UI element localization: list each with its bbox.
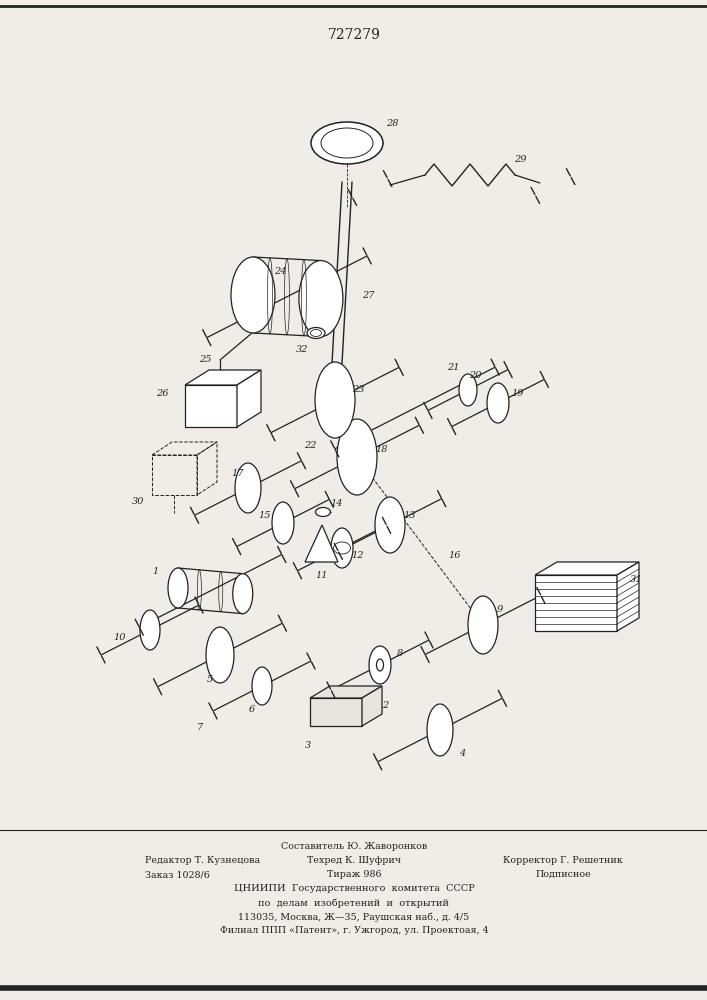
Ellipse shape <box>487 383 509 423</box>
Text: 22: 22 <box>304 440 316 450</box>
Text: 3: 3 <box>305 740 311 750</box>
Ellipse shape <box>307 328 325 338</box>
Ellipse shape <box>168 568 188 608</box>
Text: 7: 7 <box>197 724 203 732</box>
Text: ЦНИИПИ  Государственного  комитета  СССР: ЦНИИПИ Государственного комитета СССР <box>233 884 474 893</box>
Polygon shape <box>185 370 261 385</box>
Text: Редактор Т. Кузнецова: Редактор Т. Кузнецова <box>145 856 260 865</box>
Text: 24: 24 <box>274 267 286 276</box>
Polygon shape <box>535 575 617 631</box>
Text: Техред К. Шуфрич: Техред К. Шуфрич <box>307 856 401 865</box>
Polygon shape <box>185 385 237 427</box>
Text: 21: 21 <box>447 363 460 372</box>
Text: 13: 13 <box>404 512 416 520</box>
Text: 30: 30 <box>132 497 144 506</box>
Polygon shape <box>237 370 261 427</box>
Ellipse shape <box>459 374 477 406</box>
Text: 6: 6 <box>249 706 255 714</box>
Text: 15: 15 <box>259 510 271 520</box>
Text: Составитель Ю. Жаворонков: Составитель Ю. Жаворонков <box>281 842 427 851</box>
Text: 1: 1 <box>152 568 158 576</box>
Ellipse shape <box>206 627 234 683</box>
Ellipse shape <box>233 574 253 614</box>
Polygon shape <box>310 686 382 698</box>
Text: 19: 19 <box>512 388 525 397</box>
Text: 29: 29 <box>514 155 526 164</box>
Ellipse shape <box>427 704 453 756</box>
Text: 32: 32 <box>296 344 308 354</box>
Polygon shape <box>305 525 338 562</box>
Ellipse shape <box>331 528 353 568</box>
Text: 9: 9 <box>497 605 503 614</box>
Text: 12: 12 <box>352 552 364 560</box>
Ellipse shape <box>140 610 160 650</box>
Text: 18: 18 <box>375 446 388 454</box>
Text: 14: 14 <box>331 499 344 508</box>
Text: Подписное: Подписное <box>535 870 591 879</box>
Text: 27: 27 <box>362 290 374 300</box>
Text: 31: 31 <box>630 576 643 584</box>
Text: Тираж 986: Тираж 986 <box>327 870 381 879</box>
Text: 16: 16 <box>449 550 461 560</box>
Ellipse shape <box>315 362 355 438</box>
Ellipse shape <box>369 646 391 684</box>
Polygon shape <box>310 698 362 726</box>
Polygon shape <box>617 562 639 631</box>
Text: 2: 2 <box>382 702 388 710</box>
Text: 25: 25 <box>199 356 211 364</box>
Ellipse shape <box>315 508 330 516</box>
Text: 11: 11 <box>316 572 328 580</box>
Ellipse shape <box>337 419 377 495</box>
Text: Филиал ППП «Патент», г. Ужгород, ул. Проектоая, 4: Филиал ППП «Патент», г. Ужгород, ул. Про… <box>220 926 489 935</box>
Text: 17: 17 <box>232 468 244 478</box>
Ellipse shape <box>375 497 405 553</box>
Text: 23: 23 <box>352 385 364 394</box>
Ellipse shape <box>377 659 383 671</box>
Text: 4: 4 <box>459 750 465 758</box>
Polygon shape <box>535 562 639 575</box>
Ellipse shape <box>311 122 383 164</box>
Text: 28: 28 <box>386 118 398 127</box>
Text: Корректор Г. Решетник: Корректор Г. Решетник <box>503 856 623 865</box>
Text: 26: 26 <box>156 388 168 397</box>
Text: 20: 20 <box>469 370 481 379</box>
Text: 8: 8 <box>397 648 403 658</box>
Text: 10: 10 <box>114 634 127 643</box>
Ellipse shape <box>468 596 498 654</box>
Polygon shape <box>362 686 382 726</box>
Text: Заказ 1028/6: Заказ 1028/6 <box>145 870 210 879</box>
Text: 5: 5 <box>207 676 213 684</box>
Ellipse shape <box>252 667 272 705</box>
Ellipse shape <box>272 502 294 544</box>
Ellipse shape <box>299 261 343 337</box>
Text: 113035, Москва, Ж—35, Раушская наб., д. 4/5: 113035, Москва, Ж—35, Раушская наб., д. … <box>238 912 469 922</box>
Ellipse shape <box>231 257 275 333</box>
Text: 727279: 727279 <box>327 28 380 42</box>
Ellipse shape <box>235 463 261 513</box>
Text: по  делам  изобретений  и  открытий: по делам изобретений и открытий <box>259 898 450 908</box>
